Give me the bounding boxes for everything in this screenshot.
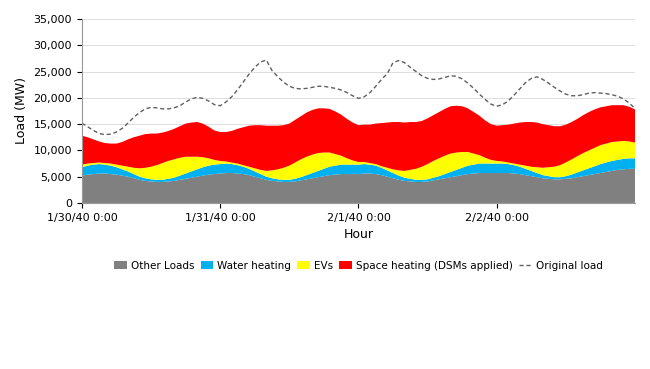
Legend: Other Loads, Water heating, EVs, Space heating (DSMs applied), Original load: Other Loads, Water heating, EVs, Space h… xyxy=(110,257,607,275)
Y-axis label: Load (MW): Load (MW) xyxy=(15,77,28,145)
X-axis label: Hour: Hour xyxy=(343,228,374,241)
